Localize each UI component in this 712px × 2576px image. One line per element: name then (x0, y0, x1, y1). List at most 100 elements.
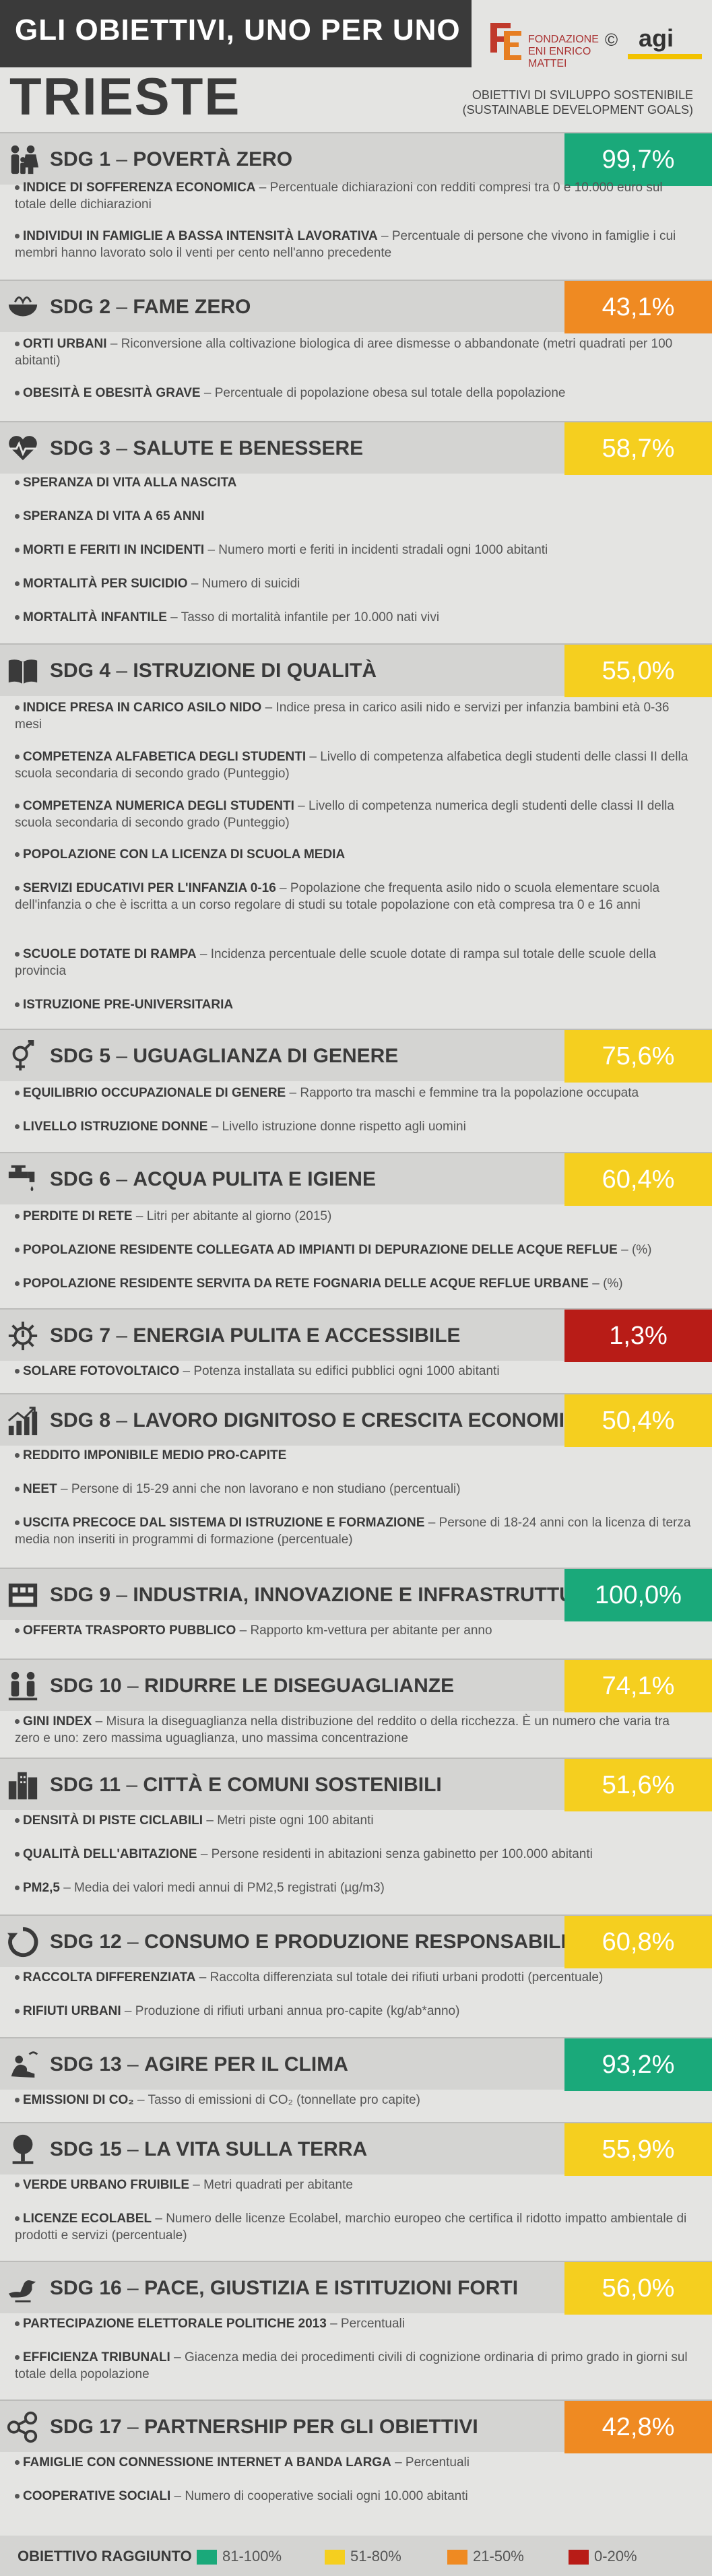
indicator-separator: – (132, 1209, 147, 1223)
subtitle-line-2: (SUSTAINABLE DEVELOPMENT GOALS) (462, 103, 693, 117)
sdg-bar: SDG 9 – INDUSTRIA, INNOVAZIONE E INFRAST… (0, 1568, 712, 1621)
indicator-item: ORTI URBANI – Riconversione alla coltiva… (15, 335, 695, 369)
indicator-name: COMPETENZA NUMERICA DEGLI STUDENTI (23, 799, 294, 813)
legend-item-orange: 21-50% (447, 2548, 524, 2565)
indicator-item: RACCOLTA DIFFERENZIATA – Raccolta differ… (15, 1969, 695, 1986)
indicator-item: COOPERATIVE SOCIALI – Numero di cooperat… (15, 2488, 695, 2505)
indicator-name: SPERANZA DI VITA ALLA NASCITA (23, 476, 237, 490)
indicator-separator: – (294, 799, 309, 813)
indicator-separator: – (187, 577, 202, 591)
indicator-separator: – (236, 1623, 251, 1638)
sdg-bar: SDG 8 – LAVORO DIGNITOSO E CRESCITA ECON… (0, 1393, 712, 1447)
sdg-name: POVERTÀ ZERO (133, 148, 293, 170)
sdg-bar: SDG 5 – UGUAGLIANZA DI GENERE 75,6% (0, 1029, 712, 1083)
indicator-description: Metri piste ogni 100 abitanti (217, 1813, 374, 1828)
indicator-item: INDICE DI SOFFERENZA ECONOMICA – Percent… (15, 179, 695, 213)
indicator-separator: – (204, 543, 219, 557)
gender-icon (12, 1039, 34, 1071)
sdg-name: LAVORO DIGNITOSO E CRESCITA ECONOMICA (133, 1409, 594, 1431)
indicator-name: PM2,5 (23, 1881, 60, 1895)
bullet-icon (15, 1487, 20, 1492)
sdg-title: SDG 5 – UGUAGLIANZA DI GENERE (50, 1045, 398, 1068)
indicator-item: EFFICIENZA TRIBUNALI – Giacenza media de… (15, 2349, 695, 2383)
bullet-icon (15, 1975, 20, 1981)
sdg-separator: – (110, 1324, 133, 1347)
indicator-item: POPOLAZIONE RESIDENTE SERVITA DA RETE FO… (15, 1275, 695, 1292)
sdg-name: INDUSTRIA, INNOVAZIONE E INFRASTRUTTURE (133, 1584, 602, 1606)
sdg-score: 42,8% (564, 2401, 712, 2453)
indicator-item: COMPETENZA NUMERICA DEGLI STUDENTI – Liv… (15, 798, 695, 831)
indicator-name: USCITA PRECOCE DAL SISTEMA DI ISTRUZIONE… (23, 1516, 425, 1530)
bullet-icon (15, 2321, 20, 2327)
sdg-title: SDG 6 – ACQUA PULITA E IGIENE (50, 1168, 376, 1191)
book-icon (8, 659, 38, 684)
indicator-item: USCITA PRECOCE DAL SISTEMA DI ISTRUZIONE… (15, 1514, 695, 1548)
indicator-item: SOLARE FOTOVOLTAICO – Potenza installata… (15, 1363, 695, 1380)
indicator-item: INDICE PRESA IN CARICO ASILO NIDO – Indi… (15, 699, 695, 733)
indicator-separator: – (424, 1516, 439, 1530)
network-icon (7, 2411, 38, 2443)
sdg-name: UGUAGLIANZA DI GENERE (133, 1045, 399, 1067)
indicator-name: OBESITÀ E OBESITÀ GRAVE (23, 386, 201, 400)
indicator-name: MORTI E FERITI IN INCIDENTI (23, 543, 205, 557)
bullet-icon (15, 1091, 20, 1096)
indicator-name: RACCOLTA DIFFERENZIATA (23, 1970, 196, 1985)
sdg-separator: – (110, 148, 133, 170)
bullet-icon (15, 2216, 20, 2222)
indicator-separator: – (57, 1482, 71, 1496)
indicator-name: LIVELLO ISTRUZIONE DONNE (23, 1120, 208, 1134)
bullet-icon (15, 480, 20, 486)
sdg-name: PACE, GIUSTIZIA E ISTITUZIONI FORTI (144, 2277, 519, 2299)
indicator-separator: – (326, 2317, 341, 2331)
indicator-item: RIFIUTI URBANI – Produzione di rifiuti u… (15, 2003, 695, 2020)
indicator-description: Giacenza media dei procedimenti civili d… (15, 2350, 688, 2381)
header: GLI OBIETTIVI, UNO PER UNO TRIESTE FONDA… (0, 0, 712, 131)
family-icon (11, 145, 39, 174)
indicator-description: Metri quadrati per abitante (203, 2178, 353, 2192)
indicator-name: COMPETENZA ALFABETICA DEGLI STUDENTI (23, 750, 306, 764)
sdg-score: 60,4% (564, 1153, 712, 1206)
indicator-separator: – (179, 1364, 194, 1378)
indicator-separator: – (276, 881, 290, 895)
bullet-icon (15, 1520, 20, 1526)
city-icon (8, 1772, 38, 1800)
sdg-number: SDG 17 (50, 2416, 122, 2438)
indicator-name: ORTI URBANI (23, 337, 107, 351)
sdg-bar: SDG 12 – CONSUMO E PRODUZIONE RESPONSABI… (0, 1914, 712, 1968)
indicator-separator: – (166, 610, 181, 624)
indicator-description: Numero di cooperative sociali ogni 10.00… (185, 2489, 468, 2503)
climate-icon (11, 2051, 38, 2078)
indicator-separator: – (189, 2178, 204, 2192)
bullet-icon (15, 548, 20, 553)
sdg-number: SDG 12 (50, 1931, 122, 1953)
indicator-separator: – (170, 2489, 185, 2503)
sdg-bar: SDG 6 – ACQUA PULITA E IGIENE 60,4% (0, 1152, 712, 1206)
indicator-item: LIVELLO ISTRUZIONE DONNE – Livello istru… (15, 1118, 695, 1135)
indicator-name: COOPERATIVE SOCIALI (23, 2489, 171, 2503)
sdg-title: SDG 1 – POVERTÀ ZERO (50, 148, 292, 171)
sdg-name: ACQUA PULITA E IGIENE (133, 1168, 376, 1190)
growth-chart-icon (7, 1407, 38, 1436)
indicator-item: POPOLAZIONE CON LA LICENZA DI SCUOLA MED… (15, 846, 695, 863)
bullet-icon (15, 185, 20, 191)
indicator-item: INDIVIDUI IN FAMIGLIE A BASSA INTENSITÀ … (15, 228, 695, 261)
recycle-icon (7, 1927, 38, 1958)
indicator-separator: – (200, 386, 215, 400)
sdg-title: SDG 13 – AGIRE PER IL CLIMA (50, 2053, 348, 2076)
sdg-bar: SDG 11 – CITTÀ E COMUNI SOSTENIBILI 51,6% (0, 1758, 712, 1811)
indicator-description: Riconversione alla coltivazione biologic… (15, 337, 673, 368)
indicator-name: QUALITÀ DELL'ABITAZIONE (23, 1847, 197, 1861)
indicator-separator: – (121, 2004, 135, 2018)
indicator-item: PARTECIPAZIONE ELETTORALE POLITICHE 2013… (15, 2315, 695, 2332)
sdg-bar: SDG 2 – FAME ZERO 43,1% (0, 280, 712, 333)
indicator-name: PERDITE DI RETE (23, 1209, 133, 1223)
indicator-description: Persone di 15-29 anni che non lavorano e… (71, 1482, 461, 1496)
bullet-icon (15, 1628, 20, 1634)
sdg-name: ENERGIA PULITA E ACCESSIBILE (133, 1324, 461, 1347)
sdg-title: SDG 11 – CITTÀ E COMUNI SOSTENIBILI (50, 1774, 442, 1797)
bullet-icon (15, 705, 20, 711)
bullet-icon (15, 1369, 20, 1374)
indicator-description: (%) (603, 1277, 623, 1291)
sdg-title: SDG 15 – LA VITA SULLA TERRA (50, 2138, 367, 2161)
indicator-item: FAMIGLIE CON CONNESSIONE INTERNET A BAND… (15, 2454, 695, 2471)
